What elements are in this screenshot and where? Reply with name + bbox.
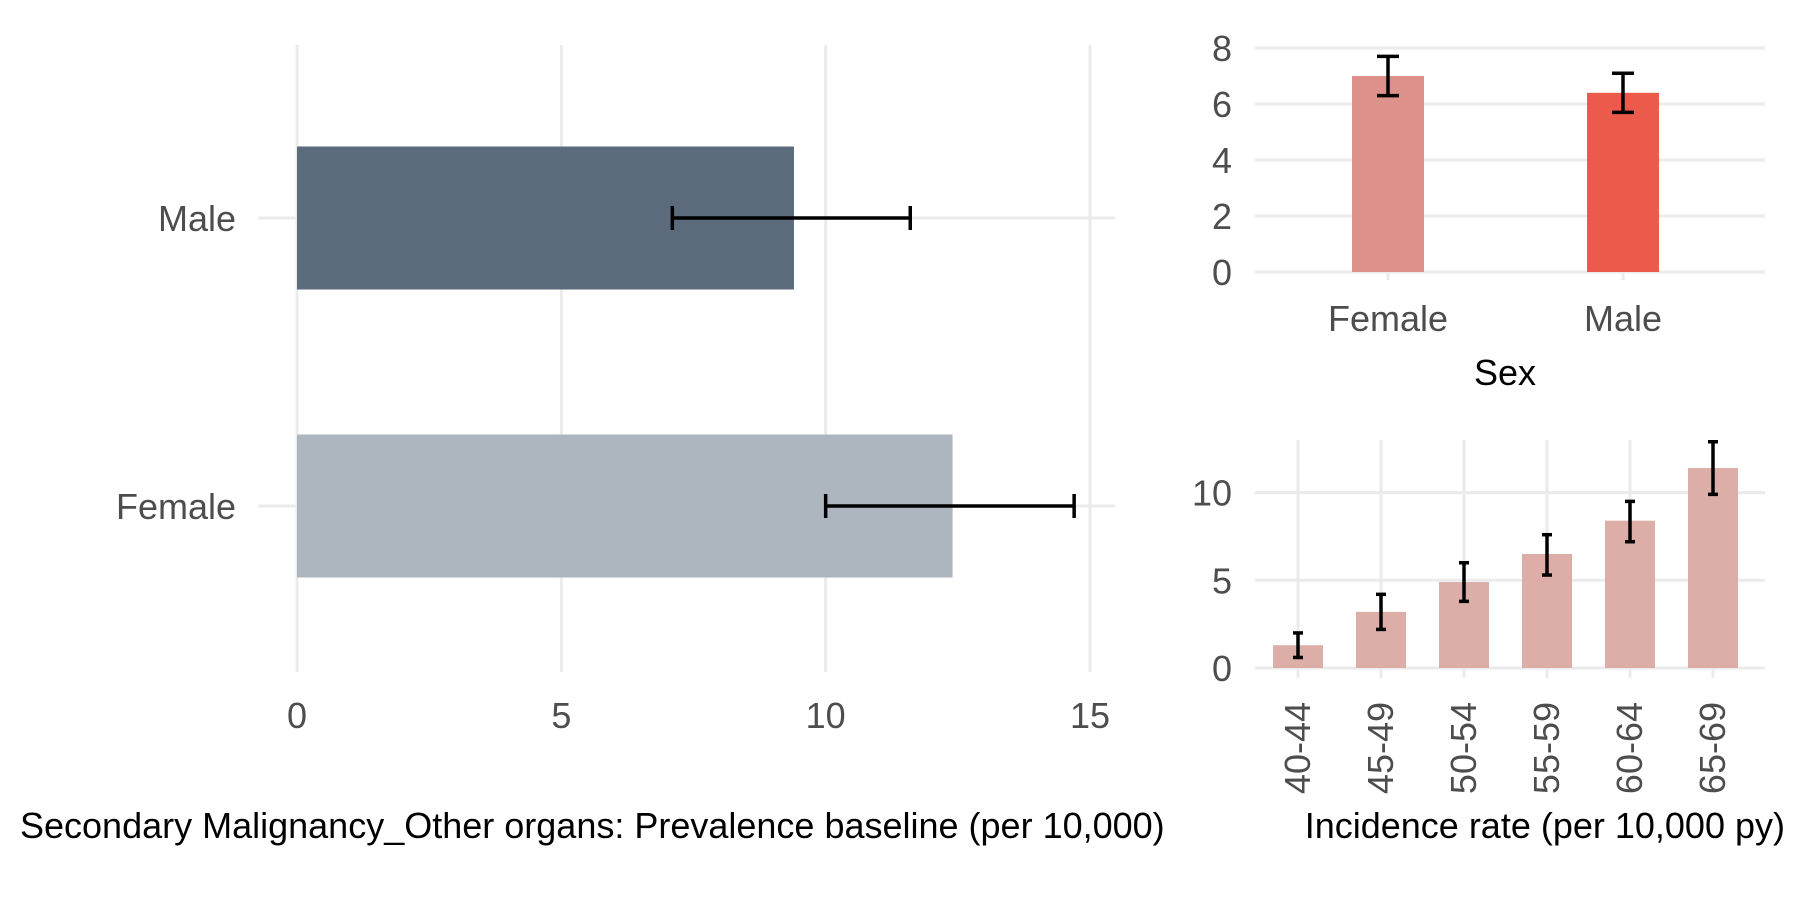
- y-tick-label: Female: [116, 486, 236, 527]
- x-tick-label: 5: [551, 695, 571, 736]
- prevalence-by-sex-panel: 0 5 10 15 Male Female: [116, 45, 1115, 736]
- x-tick-label: 50-54: [1443, 702, 1484, 794]
- incidence-by-sex-panel: 0 2 4 6 8 Female Male: [1212, 28, 1765, 339]
- y-tick-label: Male: [158, 198, 236, 239]
- y-tick-label: 5: [1212, 560, 1232, 601]
- y-tick-label: 6: [1212, 84, 1232, 125]
- x-tick-label: 40-44: [1277, 702, 1318, 794]
- prevalence-axis-title: Secondary Malignancy_Other organs: Preva…: [20, 805, 1165, 846]
- y-tick-label: 10: [1192, 473, 1232, 514]
- y-tick-label: 0: [1212, 648, 1232, 689]
- bar-female: [1352, 76, 1424, 272]
- x-tick-label: 0: [287, 695, 307, 736]
- x-tick-label: 65-69: [1692, 702, 1733, 794]
- x-tick-label: Female: [1328, 298, 1448, 339]
- bar-age-60-64: [1605, 520, 1655, 668]
- x-tick-label: 10: [806, 695, 846, 736]
- y-tick-label: 4: [1212, 140, 1232, 181]
- bar-male: [1587, 92, 1659, 272]
- x-tick-label: Male: [1584, 298, 1662, 339]
- incidence-by-age-panel: 0 5 10 40-44 45-49 50-54 55-59 60-64 65-69: [1192, 440, 1765, 794]
- incidence-axis-title: Incidence rate (per 10,000 py): [1305, 805, 1785, 846]
- y-tick-label: 8: [1212, 28, 1232, 69]
- x-tick-label: 45-49: [1360, 702, 1401, 794]
- bar-age-65-69: [1688, 468, 1738, 668]
- x-tick-label: 55-59: [1526, 702, 1567, 794]
- y-tick-label: 2: [1212, 196, 1232, 237]
- x-tick-label: 60-64: [1609, 702, 1650, 794]
- x-tick-label: 15: [1070, 695, 1110, 736]
- sex-axis-title: Sex: [1474, 352, 1536, 393]
- y-tick-label: 0: [1212, 252, 1232, 293]
